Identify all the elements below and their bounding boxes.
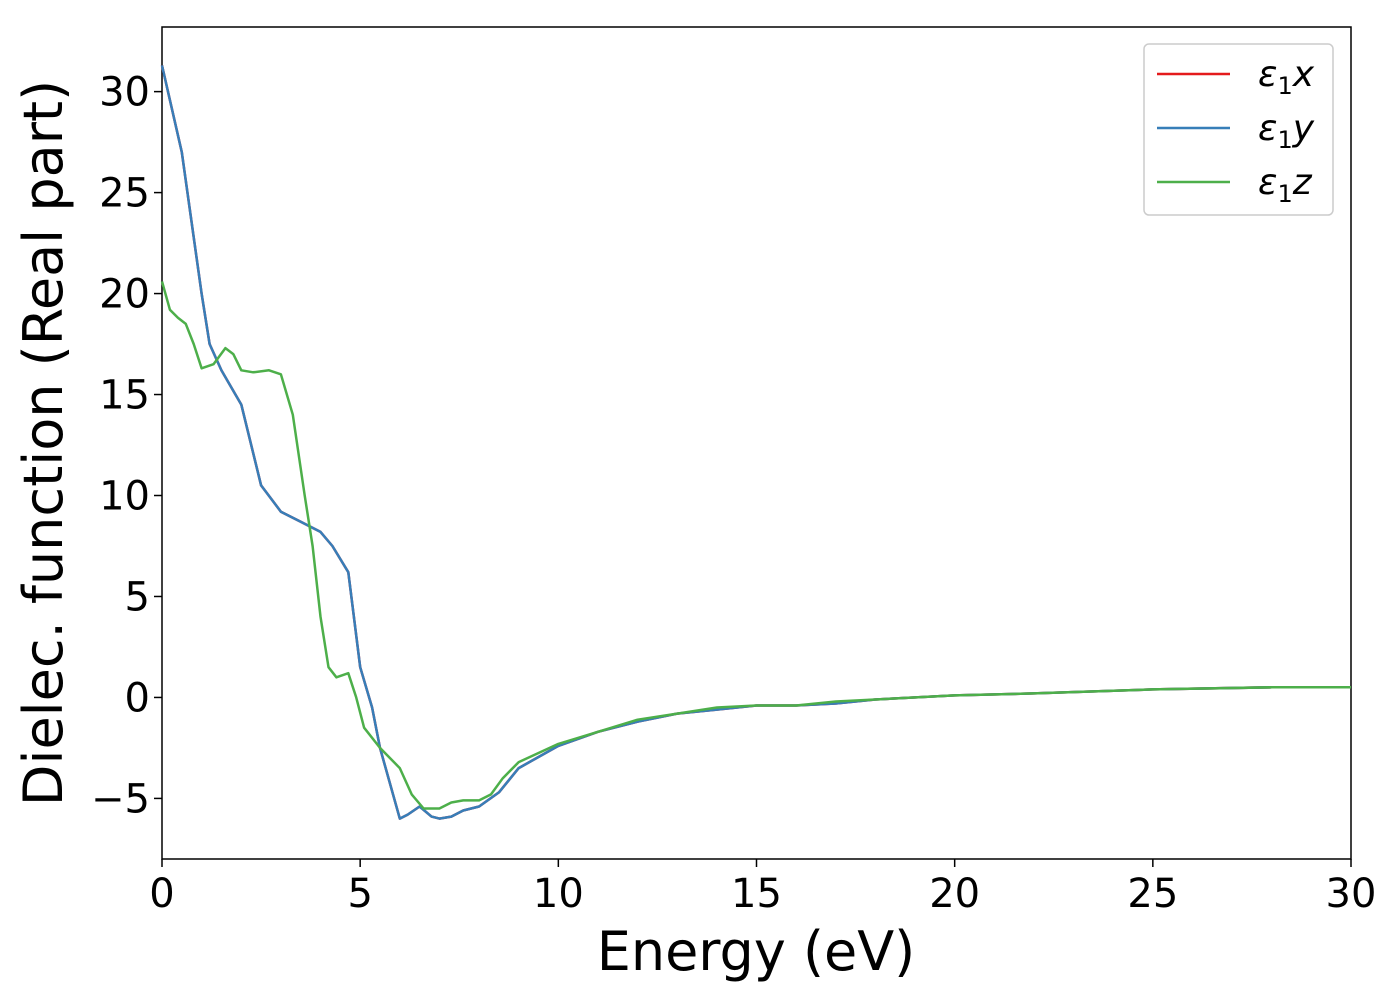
x-tick-label: 20 [929,871,980,917]
x-tick-label: 5 [347,871,372,917]
legend-label-var: z [1292,162,1313,203]
x-tick-label: 15 [731,871,782,917]
x-tick-label: 25 [1127,871,1178,917]
series-line-y [160,65,1351,820]
y-tick-label: 20 [99,272,150,318]
x-tick-label: 30 [1326,871,1377,917]
series-lines [160,65,1351,820]
legend-label-base: ε [1258,54,1277,95]
legend-box [1143,43,1334,216]
y-tick-label: 5 [125,574,150,620]
legend-label-var: y [1292,108,1315,149]
y-tick-label: 0 [125,675,150,721]
x-axis-label: Energy (eV) [597,920,916,983]
axis-ticks: 0 5 10 15 20 25 30 −5 0 5 10 15 20 25 30 [91,70,1376,917]
legend-label-base: ε [1258,162,1277,203]
series-line-z [160,281,1351,810]
legend-label-z: ε1z [1258,162,1313,208]
y-tick-label: 30 [99,70,150,116]
legend-label-y: ε1y [1258,108,1315,154]
legend-label-var: x [1292,54,1315,95]
x-tick-label: 0 [149,871,174,917]
y-tick-label: 10 [99,474,150,520]
legend-label-x: ε1x [1258,54,1315,100]
legend-label-base: ε [1258,108,1277,149]
legend-label-sub: 1 [1277,180,1292,208]
y-tick-label: −5 [91,776,150,822]
x-tick-label: 10 [533,871,584,917]
y-axis-label: Dielec. function (Real part) [12,80,75,806]
legend-label-sub: 1 [1277,72,1292,100]
legend-label-sub: 1 [1277,126,1292,154]
y-tick-label: 25 [99,171,150,217]
y-tick-label: 15 [99,373,150,419]
